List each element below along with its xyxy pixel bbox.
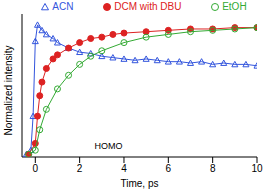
svg-text:8: 8 <box>210 163 216 174</box>
svg-text:Normalized intensity: Normalized intensity <box>8 45 14 135</box>
svg-text:HOMO: HOMO <box>94 141 122 151</box>
svg-text:0: 0 <box>33 163 39 174</box>
svg-text:2: 2 <box>77 163 83 174</box>
svg-text:10: 10 <box>251 163 259 174</box>
svg-text:Time, ps: Time, ps <box>121 178 159 189</box>
html-text:EtOH: EtOH <box>222 1 247 12</box>
html-text:ACN: ACN <box>52 1 74 12</box>
svg-text:6: 6 <box>166 163 172 174</box>
svg-text:4: 4 <box>121 163 127 174</box>
html-text:DCM with DBU: DCM with DBU <box>114 1 182 12</box>
